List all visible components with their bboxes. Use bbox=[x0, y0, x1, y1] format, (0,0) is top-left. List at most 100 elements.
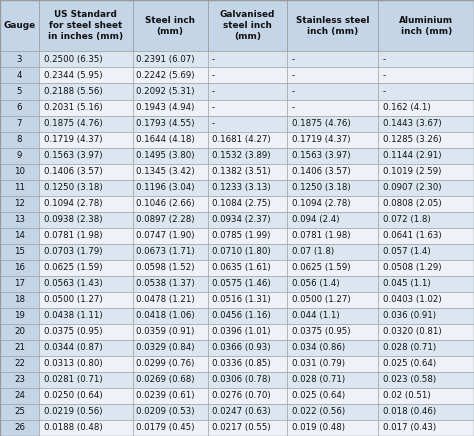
Bar bbox=[39, 324, 133, 340]
Text: 0.0179 (0.45): 0.0179 (0.45) bbox=[137, 423, 195, 433]
Bar bbox=[208, 99, 287, 116]
Bar bbox=[378, 132, 474, 147]
Text: 16: 16 bbox=[14, 263, 25, 272]
Text: 0.0239 (0.61): 0.0239 (0.61) bbox=[137, 392, 195, 400]
Bar bbox=[208, 388, 287, 404]
Bar bbox=[39, 68, 133, 83]
Text: 0.0897 (2.28): 0.0897 (2.28) bbox=[137, 215, 195, 224]
Text: 0.07 (1.8): 0.07 (1.8) bbox=[292, 247, 334, 256]
Bar bbox=[133, 372, 208, 388]
Bar bbox=[133, 196, 208, 211]
Text: 0.1345 (3.42): 0.1345 (3.42) bbox=[137, 167, 195, 176]
Text: 0.1719 (4.37): 0.1719 (4.37) bbox=[292, 135, 350, 144]
Bar bbox=[208, 372, 287, 388]
Text: 0.0438 (1.11): 0.0438 (1.11) bbox=[44, 311, 102, 320]
Bar bbox=[378, 404, 474, 420]
Text: 22: 22 bbox=[14, 359, 25, 368]
Text: 0.0359 (0.91): 0.0359 (0.91) bbox=[137, 327, 195, 336]
Text: 0.1233 (3.13): 0.1233 (3.13) bbox=[211, 183, 270, 192]
Text: 0.1406 (3.57): 0.1406 (3.57) bbox=[44, 167, 102, 176]
Bar bbox=[208, 68, 287, 83]
Bar bbox=[0, 292, 39, 308]
Text: 0.0500 (1.27): 0.0500 (1.27) bbox=[44, 295, 102, 304]
Text: 0.0575 (1.46): 0.0575 (1.46) bbox=[211, 279, 270, 288]
Text: 0.028 (0.71): 0.028 (0.71) bbox=[383, 344, 436, 352]
Bar bbox=[208, 0, 287, 51]
Bar bbox=[208, 51, 287, 68]
Bar bbox=[0, 51, 39, 68]
Text: 0.0209 (0.53): 0.0209 (0.53) bbox=[137, 408, 195, 416]
Bar bbox=[378, 340, 474, 356]
Bar bbox=[0, 260, 39, 276]
Text: 9: 9 bbox=[17, 151, 22, 160]
Bar bbox=[208, 292, 287, 308]
Bar bbox=[133, 276, 208, 292]
Bar bbox=[0, 340, 39, 356]
Bar bbox=[0, 196, 39, 211]
Bar bbox=[287, 180, 378, 196]
Text: 0.036 (0.91): 0.036 (0.91) bbox=[383, 311, 436, 320]
Text: 0.1943 (4.94): 0.1943 (4.94) bbox=[137, 103, 195, 112]
Bar bbox=[39, 228, 133, 244]
Text: 0.0808 (2.05): 0.0808 (2.05) bbox=[383, 199, 442, 208]
Bar bbox=[39, 276, 133, 292]
Text: -: - bbox=[211, 87, 215, 96]
Text: 0.056 (1.4): 0.056 (1.4) bbox=[292, 279, 339, 288]
Text: 0.0673 (1.71): 0.0673 (1.71) bbox=[137, 247, 195, 256]
Bar bbox=[208, 180, 287, 196]
Text: 0.0299 (0.76): 0.0299 (0.76) bbox=[137, 359, 195, 368]
Bar bbox=[0, 164, 39, 180]
Bar bbox=[378, 260, 474, 276]
Bar bbox=[133, 292, 208, 308]
Text: 0.0508 (1.29): 0.0508 (1.29) bbox=[383, 263, 442, 272]
Bar bbox=[39, 292, 133, 308]
Text: 0.057 (1.4): 0.057 (1.4) bbox=[383, 247, 431, 256]
Bar bbox=[208, 164, 287, 180]
Bar bbox=[287, 132, 378, 147]
Text: 0.0478 (1.21): 0.0478 (1.21) bbox=[137, 295, 195, 304]
Text: 0.023 (0.58): 0.023 (0.58) bbox=[383, 375, 436, 385]
Bar bbox=[378, 324, 474, 340]
Text: 7: 7 bbox=[17, 119, 22, 128]
Text: 0.044 (1.1): 0.044 (1.1) bbox=[292, 311, 339, 320]
Bar bbox=[287, 292, 378, 308]
Text: -: - bbox=[383, 55, 386, 64]
Text: 0.2092 (5.31): 0.2092 (5.31) bbox=[137, 87, 195, 96]
Text: 0.028 (0.71): 0.028 (0.71) bbox=[292, 375, 345, 385]
Bar bbox=[378, 228, 474, 244]
Bar bbox=[39, 51, 133, 68]
Text: US Standard
for steel sheet
in inches (mm): US Standard for steel sheet in inches (m… bbox=[48, 10, 123, 41]
Bar bbox=[133, 340, 208, 356]
Bar bbox=[208, 228, 287, 244]
Bar bbox=[0, 324, 39, 340]
Bar bbox=[378, 164, 474, 180]
Text: -: - bbox=[292, 55, 295, 64]
Bar bbox=[208, 196, 287, 211]
Bar bbox=[378, 244, 474, 260]
Bar bbox=[208, 356, 287, 372]
Bar bbox=[287, 148, 378, 164]
Text: 0.1532 (3.89): 0.1532 (3.89) bbox=[211, 151, 270, 160]
Text: 0.0781 (1.98): 0.0781 (1.98) bbox=[292, 231, 350, 240]
Bar bbox=[378, 196, 474, 211]
Text: 15: 15 bbox=[14, 247, 25, 256]
Text: 0.0516 (1.31): 0.0516 (1.31) bbox=[211, 295, 270, 304]
Text: 0.0313 (0.80): 0.0313 (0.80) bbox=[44, 359, 102, 368]
Bar bbox=[39, 196, 133, 211]
Text: -: - bbox=[211, 119, 215, 128]
Bar bbox=[133, 84, 208, 99]
Bar bbox=[39, 116, 133, 132]
Text: 0.0250 (0.64): 0.0250 (0.64) bbox=[44, 392, 102, 400]
Bar bbox=[0, 0, 39, 51]
Text: -: - bbox=[292, 103, 295, 112]
Text: 0.0188 (0.48): 0.0188 (0.48) bbox=[44, 423, 102, 433]
Bar bbox=[287, 404, 378, 420]
Bar bbox=[133, 51, 208, 68]
Bar bbox=[287, 68, 378, 83]
Bar bbox=[378, 212, 474, 228]
Bar bbox=[0, 116, 39, 132]
Text: 0.02 (0.51): 0.02 (0.51) bbox=[383, 392, 431, 400]
Text: 0.1084 (2.75): 0.1084 (2.75) bbox=[211, 199, 270, 208]
Bar bbox=[287, 388, 378, 404]
Text: 0.1563 (3.97): 0.1563 (3.97) bbox=[292, 151, 350, 160]
